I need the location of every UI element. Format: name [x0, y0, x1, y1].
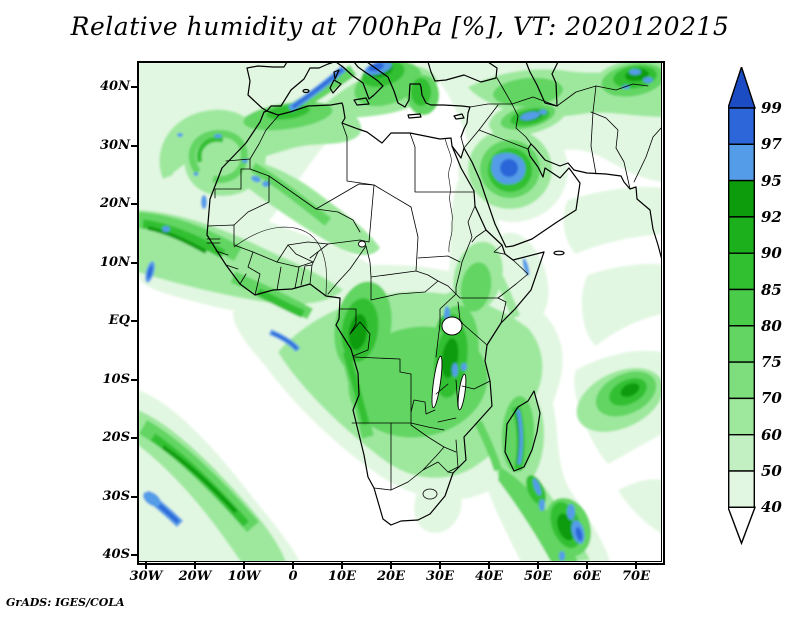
- lon-tick-20W: [194, 562, 196, 569]
- lon-label-50E: 50E: [524, 569, 552, 584]
- lat-tick-EQ: [131, 320, 138, 322]
- shade-blue: [143, 61, 653, 561]
- iran-india-coast: [530, 143, 663, 261]
- lon-tick-30W: [145, 562, 147, 569]
- colorbar-label-97: 97: [761, 135, 782, 154]
- lat-tick-40N: [131, 86, 138, 88]
- socotra: [553, 250, 565, 256]
- colorbar-label-75: 75: [761, 353, 782, 372]
- lon-tick-30E: [439, 562, 441, 569]
- lake-chad: [358, 240, 366, 248]
- balearic-island: [302, 88, 310, 94]
- lake-victoria: [441, 316, 463, 336]
- lon-label-40E: 40E: [475, 569, 503, 584]
- colorbar-label-60: 60: [761, 425, 782, 444]
- colorbar-legend: [726, 64, 758, 549]
- lake-tanganyika: [431, 355, 443, 409]
- lat-label-20N: 20N: [100, 196, 130, 211]
- humidity-shading: [137, 59, 675, 562]
- black-sea-coast: [427, 61, 498, 83]
- madagascar-coast: [504, 390, 541, 472]
- cyprus: [453, 113, 465, 120]
- lon-tick-40E: [488, 562, 490, 569]
- colorbar-label-40: 40: [761, 498, 782, 517]
- lon-label-20E: 20E: [377, 569, 405, 584]
- lon-tick-0: [292, 562, 294, 569]
- lon-label-0: 0: [288, 569, 298, 584]
- nile-river: [444, 137, 453, 253]
- lon-label-30E: 30E: [426, 569, 454, 584]
- lakes: [358, 240, 467, 411]
- lat-tick-30S: [131, 495, 138, 498]
- lon-tick-10W: [243, 562, 245, 569]
- lat-tick-10S: [131, 378, 138, 381]
- country-borders: [206, 77, 663, 500]
- crete: [407, 113, 422, 119]
- lat-label-30N: 30N: [100, 137, 130, 153]
- lon-tick-60E: [586, 562, 588, 569]
- sinai: [451, 145, 465, 159]
- lat-tick-40S: [131, 554, 138, 556]
- lake-malawi: [457, 373, 467, 411]
- lat-tick-20N: [131, 203, 138, 205]
- iberia-coast: [246, 61, 335, 112]
- lat-label-40S: 40S: [102, 547, 130, 562]
- sardinia: [329, 79, 342, 94]
- rivers: [233, 137, 453, 296]
- colorbar-label-70: 70: [761, 389, 782, 408]
- grads-credit: GrADS: IGES/COLA: [6, 596, 125, 609]
- lon-label-60E: 60E: [573, 569, 601, 584]
- humidity-map: [137, 59, 675, 563]
- lat-label-30S: 30S: [102, 488, 130, 504]
- lat-label-10S: 10S: [102, 371, 130, 387]
- colorbar-label-95: 95: [761, 171, 782, 190]
- lon-label-70E: 70E: [622, 569, 650, 584]
- lon-label-10E: 10E: [328, 569, 356, 584]
- colorbar-svg: [726, 64, 757, 546]
- lat-tick-10N: [131, 261, 138, 264]
- lon-label-30W: 30W: [129, 569, 163, 584]
- italy-coast: [335, 61, 384, 100]
- colorbar-label-92: 92: [761, 207, 782, 226]
- colorbar-label-90: 90: [761, 244, 782, 263]
- lon-label-10W: 10W: [227, 569, 261, 584]
- lon-tick-10E: [341, 562, 343, 569]
- arabia-coast: [463, 143, 581, 248]
- niger-river: [233, 226, 327, 296]
- colorbar-label-50: 50: [761, 462, 782, 480]
- colorbar-label-99: 99: [761, 99, 782, 117]
- lon-label-20W: 20W: [178, 569, 212, 584]
- plot-title: Relative humidity at 700hPa [%], VT: 202…: [70, 12, 730, 41]
- sicily: [353, 97, 370, 106]
- lat-label-EQ: EQ: [108, 313, 130, 328]
- colorbar-label-85: 85: [761, 280, 782, 299]
- coastlines: [206, 61, 663, 526]
- corsica: [333, 69, 340, 80]
- africa-coast: [206, 102, 545, 526]
- colorbar-label-80: 80: [761, 316, 782, 335]
- balkans-greece-levant-coast: [366, 61, 471, 138]
- lat-tick-30N: [131, 144, 138, 147]
- lat-label-10N: 10N: [100, 254, 130, 270]
- lon-tick-70E: [635, 562, 637, 569]
- lat-label-40N: 40N: [100, 79, 130, 94]
- lat-label-20S: 20S: [102, 430, 130, 445]
- map-canvas: [137, 59, 675, 563]
- caspian-coast: [525, 61, 559, 107]
- lat-tick-20S: [131, 437, 138, 439]
- lon-tick-50E: [537, 562, 539, 569]
- lon-tick-20E: [390, 562, 392, 569]
